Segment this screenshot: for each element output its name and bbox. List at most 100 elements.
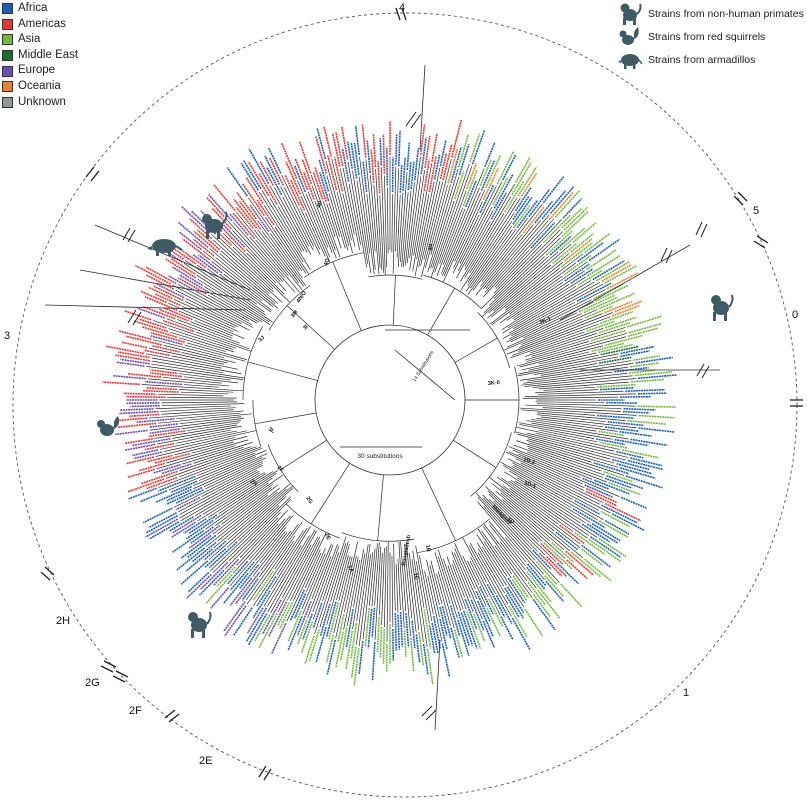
tree-branch xyxy=(207,473,277,518)
tree-branch xyxy=(513,281,595,330)
leaf-label xyxy=(397,130,401,167)
legend-swatch xyxy=(2,65,13,77)
tree-branch xyxy=(198,456,257,481)
tree-branch xyxy=(399,171,408,263)
tree-branch xyxy=(518,313,603,348)
leaf-label xyxy=(458,144,470,176)
tree-branch xyxy=(352,553,366,630)
tree-branch xyxy=(517,453,620,497)
tree-branch xyxy=(478,548,506,594)
tree-branch xyxy=(505,537,527,563)
leaf-label xyxy=(541,189,567,220)
leaf-label xyxy=(534,200,554,224)
leaf-label xyxy=(345,630,354,669)
tree-branch xyxy=(148,347,225,365)
leaf-label xyxy=(410,161,415,190)
leaf-label xyxy=(542,176,565,204)
leaf-label xyxy=(608,481,641,496)
tree-branch xyxy=(183,384,219,388)
tree-branch xyxy=(522,396,618,399)
tree-branch xyxy=(395,564,399,613)
clade-label-1B: 1B xyxy=(424,544,431,552)
leaf-label xyxy=(562,197,583,219)
tree-branch xyxy=(452,559,474,613)
tree-branch xyxy=(513,444,604,478)
leaf-label xyxy=(258,173,278,205)
tree-branch xyxy=(319,542,347,628)
clade-label-4NO: 4N/O xyxy=(296,290,309,305)
tree-branch xyxy=(515,431,627,461)
leaf-label xyxy=(188,514,218,534)
leaf-label xyxy=(166,486,203,505)
leaf-label xyxy=(423,609,432,649)
leaf-label xyxy=(170,257,196,275)
leaf-label xyxy=(247,161,270,197)
tree-branch xyxy=(501,276,586,330)
leaf-label xyxy=(625,475,664,489)
leaf-label xyxy=(105,345,145,355)
tree-branch xyxy=(383,546,387,627)
leaf-label xyxy=(358,641,364,675)
leaf-label xyxy=(142,507,173,524)
tree-branch xyxy=(141,384,243,392)
leaf-label xyxy=(154,452,190,464)
tree-branch xyxy=(543,386,596,391)
leaf-label xyxy=(179,231,202,251)
leaf-label xyxy=(524,608,544,637)
tree-branch xyxy=(430,184,451,255)
tree-branch xyxy=(193,446,244,464)
tree-branch xyxy=(203,286,263,323)
tree-branch xyxy=(328,193,346,249)
leaf-label xyxy=(130,404,160,408)
leaf-label xyxy=(168,275,195,292)
squirrel-icon xyxy=(619,26,639,45)
tree-branch xyxy=(459,181,503,264)
tree-branch xyxy=(462,555,487,607)
tree-branch xyxy=(259,531,286,564)
leaf-label xyxy=(133,320,169,333)
leaf-label xyxy=(153,285,184,302)
branch-label-1: 1 xyxy=(683,687,689,699)
leaf-label xyxy=(457,611,470,646)
clade-label-1D2: 1D-2 xyxy=(522,457,535,466)
legend-swatch xyxy=(2,81,13,93)
leaf-label xyxy=(220,226,246,253)
tree-branch xyxy=(487,264,552,319)
tree-branch xyxy=(507,285,577,329)
tree-branch xyxy=(379,195,385,273)
leaf-label xyxy=(258,613,278,648)
leaf-label xyxy=(240,162,259,191)
tree-branch xyxy=(423,181,443,260)
tree-branch xyxy=(482,220,541,290)
tree-branch xyxy=(396,194,401,258)
leaf-label xyxy=(522,206,545,234)
leaf-label xyxy=(528,188,551,218)
tree-branch xyxy=(185,298,250,331)
leaf-label xyxy=(616,450,644,459)
tree-branch xyxy=(195,473,267,517)
leaf-label xyxy=(486,583,506,618)
tree-branch xyxy=(194,320,233,337)
tree-branch xyxy=(421,159,452,277)
leaf-label xyxy=(198,569,225,596)
leaf-label xyxy=(593,479,630,495)
leaf-label xyxy=(204,548,227,568)
leaf-label xyxy=(462,169,478,207)
leaf-label xyxy=(561,208,582,229)
tree-branch xyxy=(469,543,512,617)
leaf-label xyxy=(604,334,643,347)
leaf-label xyxy=(605,426,640,432)
leaf-label xyxy=(165,258,197,279)
tree-branch xyxy=(535,432,615,452)
tree-branch xyxy=(513,283,570,321)
tree-branch xyxy=(178,337,226,352)
tree-branch xyxy=(207,294,258,324)
tree-branch xyxy=(398,541,405,629)
leaf-label xyxy=(117,351,150,359)
leaf-label xyxy=(554,190,580,218)
tree-branch xyxy=(490,253,570,318)
tree-branch xyxy=(493,244,543,294)
tree-branch xyxy=(516,477,591,523)
tree-branch xyxy=(277,206,305,252)
leaf-label xyxy=(314,166,327,202)
